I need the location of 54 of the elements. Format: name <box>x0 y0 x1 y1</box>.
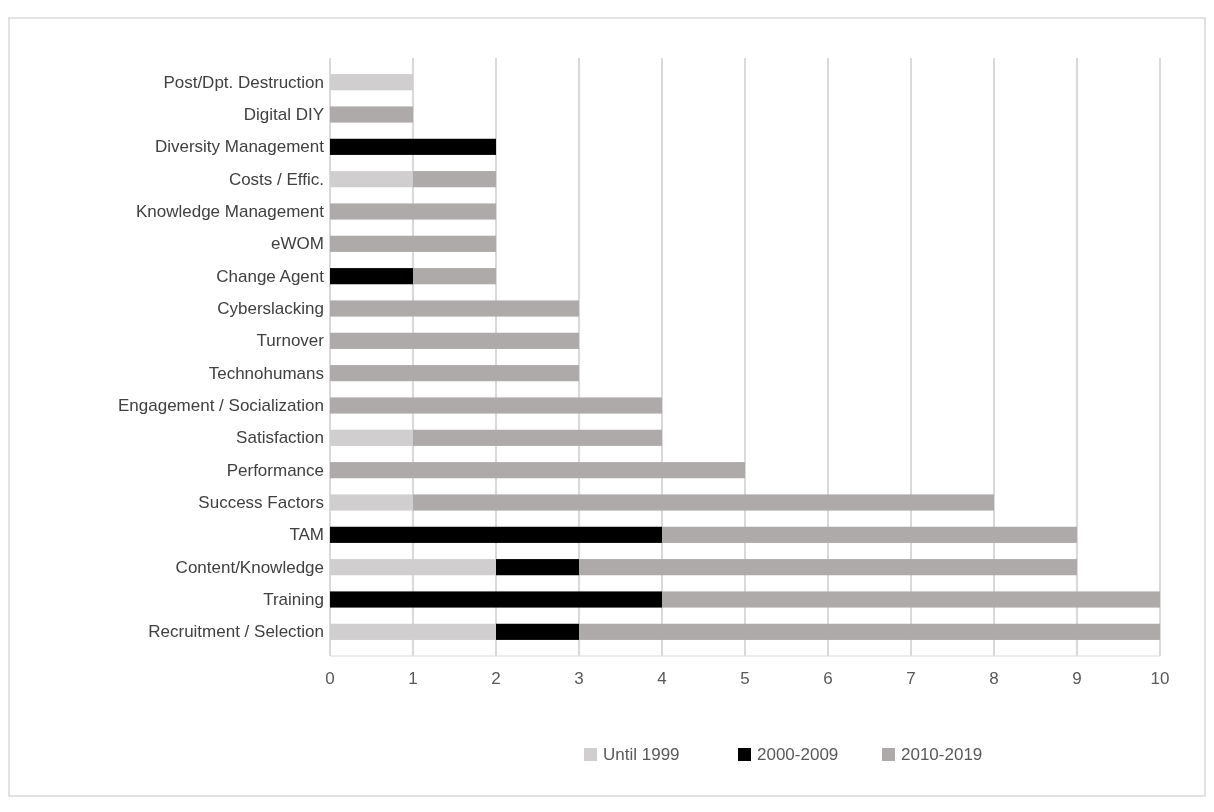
y-tick-label: Knowledge Management <box>135 202 325 221</box>
bar <box>330 397 662 414</box>
x-tick-label: 6 <box>823 669 833 688</box>
legend-label: Until 1999 <box>603 745 680 764</box>
y-tick-label: Costs / Effic. <box>228 169 324 189</box>
y-tick-label: Cyberslacking <box>217 299 324 318</box>
y-tick-label: Technohumans <box>208 363 324 383</box>
x-tick-label: 7 <box>906 669 916 688</box>
legend-label: 2000-2009 <box>757 745 839 764</box>
x-tick-label: 8 <box>989 669 999 688</box>
y-tick-label: TAM <box>289 525 324 545</box>
y-tick-label: Success Factors <box>198 493 324 512</box>
x-tick-label: 0 <box>325 669 335 688</box>
y-tick-label: Performance <box>226 460 324 480</box>
y-tick-label: eWOM <box>271 234 324 254</box>
x-tick-label: 2 <box>491 669 501 688</box>
bar <box>413 429 662 446</box>
y-tick-label: Satisfaction <box>236 428 324 448</box>
x-tick-label: 1 <box>408 669 418 688</box>
x-tick-label: 9 <box>1072 669 1082 688</box>
bar <box>330 462 745 479</box>
bar <box>330 526 662 543</box>
bar <box>330 365 579 382</box>
bar <box>330 300 579 317</box>
y-tick-label: Content/Knowledge <box>175 557 324 577</box>
bar <box>413 494 994 511</box>
x-tick-label: 4 <box>657 669 667 688</box>
y-tick-label: Diversity Management <box>154 137 325 157</box>
bar <box>579 623 1160 640</box>
x-tick-label: 10 <box>1150 669 1170 688</box>
bar <box>330 268 413 285</box>
bar <box>330 591 662 608</box>
y-tick-label: Post/Dpt. Destruction <box>163 72 324 92</box>
bar <box>330 235 496 252</box>
y-tick-label: Training <box>263 590 324 609</box>
bar <box>330 203 496 220</box>
bar <box>330 106 413 123</box>
y-tick-label: Digital DIY <box>243 105 324 124</box>
x-tick-label: 3 <box>574 669 584 688</box>
bar <box>662 591 1160 608</box>
x-tick-label: 5 <box>740 669 750 688</box>
bar <box>579 559 1077 576</box>
y-tick-label: Engagement / Socialization <box>117 396 324 415</box>
bar <box>496 623 579 640</box>
bar <box>330 138 496 155</box>
bar <box>413 268 496 285</box>
bar <box>330 332 579 349</box>
y-tick-label: Turnover <box>256 331 325 351</box>
bar <box>662 526 1077 543</box>
bar <box>413 171 496 188</box>
y-tick-label: Recruitment / Selection <box>148 622 324 642</box>
bar <box>496 559 579 576</box>
legend-label: 2010-2019 <box>901 745 983 764</box>
y-tick-label: Change Agent <box>216 266 325 286</box>
